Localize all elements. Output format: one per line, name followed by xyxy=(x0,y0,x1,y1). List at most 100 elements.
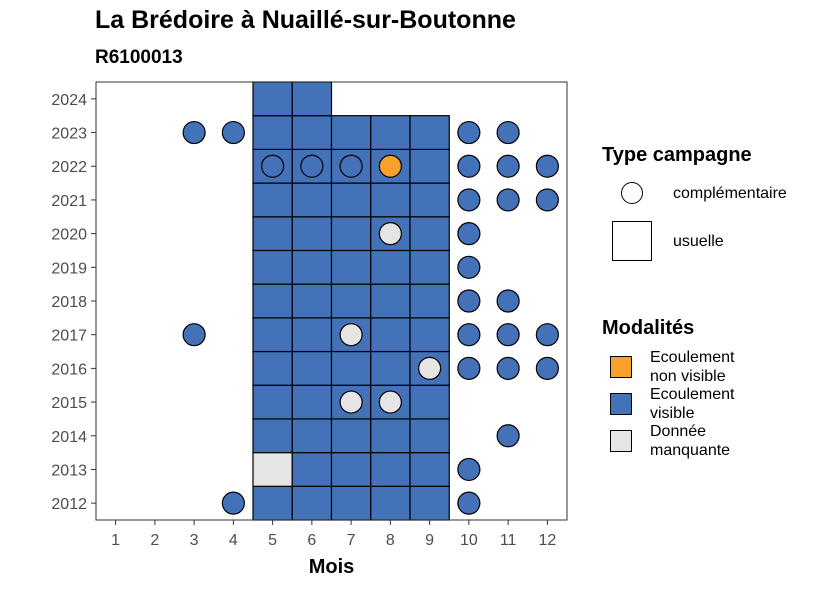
tile-usuelle xyxy=(252,485,293,521)
tile-usuelle xyxy=(291,350,333,386)
legend-shape-label: usuelle xyxy=(673,233,724,250)
tile-usuelle xyxy=(330,418,372,454)
legend-fill-key xyxy=(610,356,632,378)
point-complementaire xyxy=(535,356,559,380)
point-complementaire xyxy=(457,323,481,347)
tile-usuelle xyxy=(330,115,372,150)
point-complementaire xyxy=(182,120,206,145)
tile-usuelle xyxy=(409,317,450,353)
point-complementaire xyxy=(378,222,402,246)
tile-usuelle xyxy=(409,384,450,420)
legend-fill-key xyxy=(610,393,632,415)
y-tick-label: 2021 xyxy=(51,193,87,210)
y-tick-label: 2017 xyxy=(51,328,87,345)
tile-usuelle xyxy=(370,317,411,353)
point-complementaire xyxy=(535,188,559,212)
y-tick-label: 2024 xyxy=(51,92,87,109)
tile-usuelle xyxy=(252,452,293,487)
tile-usuelle xyxy=(330,216,372,252)
tile-usuelle xyxy=(291,216,333,252)
point-complementaire xyxy=(339,390,363,414)
y-tick-label: 2023 xyxy=(51,126,87,143)
tile-usuelle xyxy=(330,452,372,487)
tile-usuelle xyxy=(291,249,333,285)
chart-subtitle: R6100013 xyxy=(95,47,183,68)
tile-usuelle xyxy=(252,418,293,454)
point-complementaire xyxy=(496,120,520,145)
tile-usuelle xyxy=(252,384,293,420)
tile-usuelle xyxy=(409,485,450,521)
tile-usuelle xyxy=(409,418,450,454)
tile-usuelle xyxy=(370,115,411,150)
tile-usuelle xyxy=(409,115,450,150)
point-complementaire xyxy=(496,154,520,178)
point-complementaire xyxy=(457,222,481,246)
x-tick-label: 7 xyxy=(347,532,356,549)
tile-usuelle xyxy=(370,452,411,487)
x-tick-label: 8 xyxy=(386,532,395,549)
x-tick-label: 12 xyxy=(538,532,556,549)
point-complementaire xyxy=(496,188,520,212)
tile-usuelle xyxy=(370,418,411,454)
tile-usuelle xyxy=(252,317,293,353)
point-complementaire xyxy=(535,154,559,178)
legend-shape-label: complémentaire xyxy=(673,185,787,202)
tile-usuelle xyxy=(252,115,293,150)
tile-usuelle xyxy=(291,418,333,454)
x-tick-label: 4 xyxy=(229,532,238,549)
tile-usuelle xyxy=(291,182,333,218)
tile-usuelle xyxy=(252,249,293,285)
tile-usuelle xyxy=(409,249,450,285)
tile-usuelle xyxy=(330,350,372,386)
y-tick-label: 2019 xyxy=(51,260,87,277)
tile-usuelle xyxy=(409,182,450,218)
point-complementaire xyxy=(300,154,324,178)
point-complementaire xyxy=(535,323,559,347)
point-complementaire xyxy=(457,188,481,212)
tile-usuelle xyxy=(370,182,411,218)
point-complementaire xyxy=(378,154,402,178)
tile-usuelle xyxy=(252,182,293,218)
tile-usuelle xyxy=(370,485,411,521)
point-complementaire xyxy=(261,154,285,178)
x-tick-label: 11 xyxy=(500,532,517,549)
y-tick-label: 2022 xyxy=(51,159,87,176)
legend-fill-key xyxy=(610,430,632,452)
tile-usuelle xyxy=(409,148,450,184)
tile-usuelle xyxy=(409,452,450,487)
tile-usuelle xyxy=(330,485,372,521)
point-complementaire xyxy=(496,356,520,380)
x-tick-label: 5 xyxy=(268,532,277,549)
tile-usuelle xyxy=(370,249,411,285)
chart-title: La Brédoire à Nuaillé-sur-Boutonne xyxy=(95,6,516,34)
tile-usuelle xyxy=(409,283,450,319)
tile-usuelle xyxy=(291,317,333,353)
x-tick-label: 1 xyxy=(111,532,120,549)
tile-usuelle xyxy=(291,384,333,420)
y-tick-label: 2016 xyxy=(51,361,87,378)
point-complementaire xyxy=(457,120,481,145)
tile-usuelle xyxy=(252,81,293,117)
x-axis-title: Mois xyxy=(309,556,355,578)
point-complementaire xyxy=(457,457,481,482)
tile-usuelle xyxy=(291,485,333,521)
legend-fill-label: Ecoulement non visible xyxy=(650,349,735,385)
x-tick-label: 10 xyxy=(460,532,478,549)
tile-usuelle xyxy=(291,452,333,487)
x-tick-label: 3 xyxy=(190,532,199,549)
point-complementaire xyxy=(457,255,481,279)
point-complementaire xyxy=(496,424,520,448)
y-tick-label: 2013 xyxy=(51,462,87,479)
tile-usuelle xyxy=(330,283,372,319)
x-tick-label: 2 xyxy=(150,532,159,549)
legend-fill-label: Donnée manquante xyxy=(650,423,731,459)
point-complementaire xyxy=(339,154,363,178)
x-tick-label: 6 xyxy=(307,532,316,549)
point-complementaire xyxy=(457,154,481,178)
point-complementaire xyxy=(182,323,206,347)
point-complementaire xyxy=(221,491,245,515)
point-complementaire xyxy=(496,323,520,347)
legend-circle-icon xyxy=(621,182,643,204)
point-complementaire xyxy=(221,120,245,145)
tile-usuelle xyxy=(252,283,293,319)
